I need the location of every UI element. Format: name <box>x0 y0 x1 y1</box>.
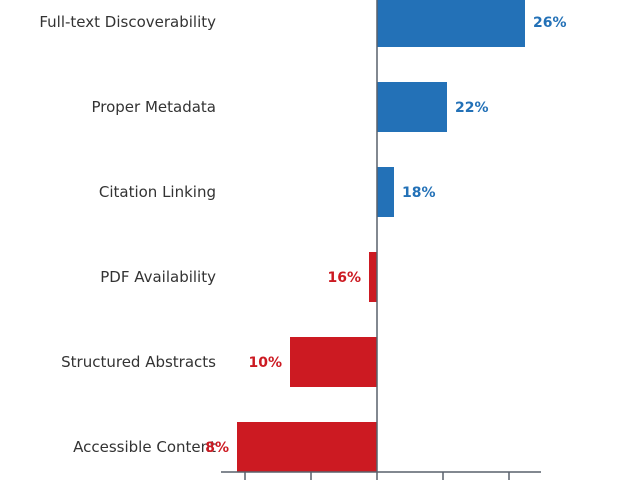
value-label-1: 26% <box>533 15 567 31</box>
category-label-2: Proper Metadata <box>91 98 216 116</box>
category-label-3: Citation Linking <box>99 183 216 201</box>
category-labels-group: Full-text Discoverability Proper Metadata… <box>39 13 216 456</box>
bars-group <box>237 0 525 472</box>
bar-4 <box>369 252 377 302</box>
value-labels-group: 26% 22% 18% 16% 10% 8% <box>205 15 566 456</box>
bar-2 <box>377 82 447 132</box>
category-label-1: Full-text Discoverability <box>39 13 216 31</box>
axes-group <box>221 0 541 480</box>
value-label-6: 8% <box>205 440 229 456</box>
value-label-2: 22% <box>455 100 489 116</box>
bar-5 <box>290 337 377 387</box>
bar-1 <box>377 0 525 47</box>
category-label-6: Accessible Content <box>73 438 216 456</box>
category-label-5: Structured Abstracts <box>61 353 216 371</box>
bar-3 <box>377 167 394 217</box>
bar-6 <box>237 422 377 472</box>
value-label-4: 16% <box>327 270 361 286</box>
value-label-3: 18% <box>402 185 436 201</box>
value-label-5: 10% <box>248 355 282 371</box>
category-label-4: PDF Availability <box>100 268 216 286</box>
